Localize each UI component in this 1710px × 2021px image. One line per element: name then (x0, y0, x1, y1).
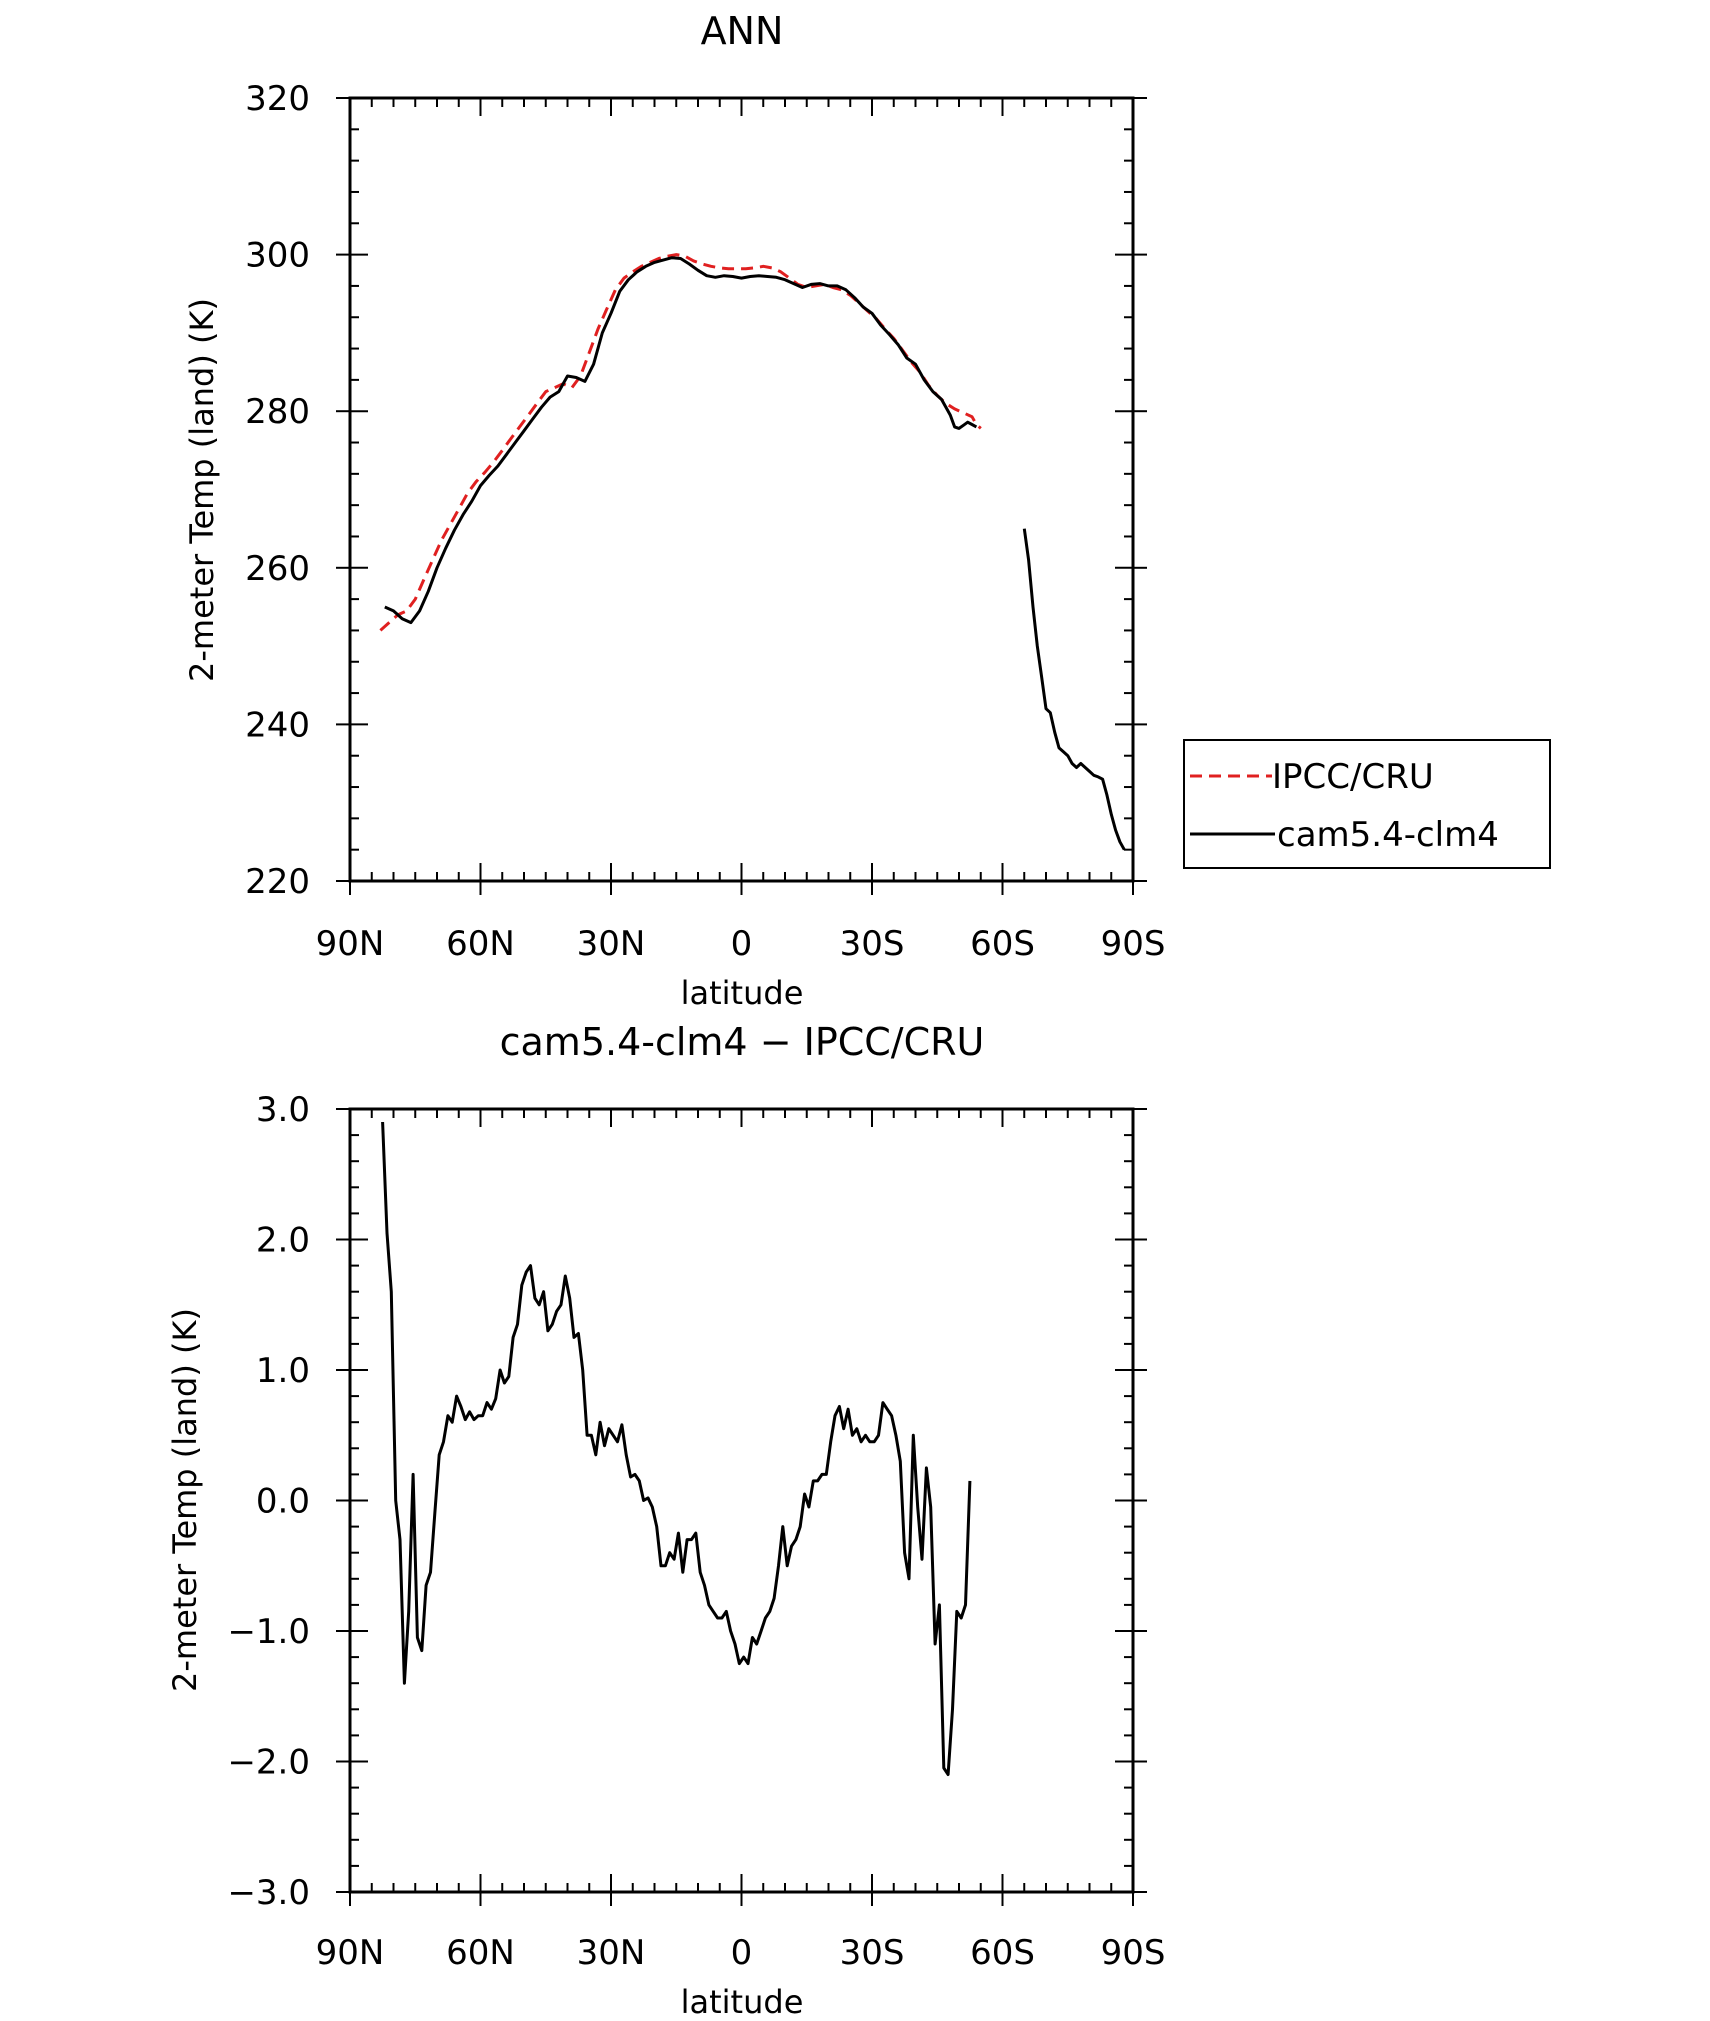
top-legend: IPCC/CRU cam5.4-clm4 (1183, 739, 1551, 869)
top-plot-area (336, 96, 1147, 895)
legend-box (1183, 739, 1551, 869)
bottom-y-tick-label: 3.0 (256, 1090, 310, 1130)
top-y-ticks (336, 97, 1147, 882)
top-x-axis-label: latitude (681, 974, 804, 1012)
bottom-plot-area (336, 1107, 1147, 1906)
cam5-4-clm4-line (1022, 528, 1126, 851)
bottom-x-axis-label: latitude (681, 1983, 804, 2021)
top-x-tick-label: 30S (840, 924, 905, 964)
top-x-tick-label: 60N (446, 924, 515, 964)
bottom-y-tick-labels: −3.0 −2.0 −1.0 0.0 1.0 2.0 3.0 (227, 1090, 310, 1913)
bottom-x-tick-label: 90S (1101, 1933, 1166, 1973)
bottom-plot-frame (348, 1107, 1135, 1894)
bottom-title: cam5.4-clm4 − IPCC/CRU (500, 1020, 985, 1064)
top-y-tick-label: 240 (245, 705, 310, 745)
top-series-layer (379, 253, 1126, 851)
bottom-y-tick-label: 0.0 (256, 1482, 310, 1522)
bottom-y-tick-label: 1.0 (256, 1351, 310, 1391)
top-x-tick-label: 90S (1101, 924, 1166, 964)
bottom-x-ticks (349, 1109, 1134, 1906)
top-x-tick-label: 0 (731, 924, 753, 964)
bottom-y-tick-label: −1.0 (227, 1612, 310, 1652)
top-y-tick-label: 280 (245, 392, 310, 432)
top-y-tick-label: 300 (245, 236, 310, 276)
bottom-y-tick-label: −3.0 (227, 1873, 310, 1913)
bottom-y-axis-label: 2-meter Temp (land) (K) (166, 1308, 204, 1692)
top-y-tick-label: 220 (245, 862, 310, 902)
difference-line (381, 1121, 972, 1776)
bottom-x-tick-label: 60N (446, 1933, 515, 1973)
bottom-series-layer (381, 1121, 972, 1776)
bottom-x-tick-label: 30N (577, 1933, 646, 1973)
top-x-tick-label: 60S (970, 924, 1035, 964)
top-panel: ANN 90N 60N 30N 0 30S 60S 90S 220 240 26… (183, 9, 1551, 1012)
top-x-ticks (349, 98, 1134, 895)
cam5-4-clm4-line (384, 256, 978, 625)
top-y-tick-labels: 220 240 260 280 300 320 (245, 79, 310, 902)
bottom-panel: cam5.4-clm4 − IPCC/CRU 90N 60N 30N 0 30S… (166, 1020, 1165, 2021)
bottom-x-tick-labels: 90N 60N 30N 0 30S 60S 90S (316, 1933, 1166, 1973)
top-x-tick-label: 30N (577, 924, 646, 964)
top-plot-frame (348, 96, 1135, 883)
bottom-x-tick-label: 90N (316, 1933, 385, 1973)
bottom-x-tick-label: 60S (970, 1933, 1035, 1973)
bottom-x-tick-label: 30S (840, 1933, 905, 1973)
top-x-tick-labels: 90N 60N 30N 0 30S 60S 90S (316, 924, 1166, 964)
bottom-y-tick-label: −2.0 (227, 1743, 310, 1783)
legend-label-ipcc-cru: IPCC/CRU (1272, 757, 1434, 797)
top-y-tick-label: 320 (245, 79, 310, 119)
bottom-y-tick-label: 2.0 (256, 1221, 310, 1261)
top-x-tick-label: 90N (316, 924, 385, 964)
top-y-axis-label: 2-meter Temp (land) (K) (183, 298, 221, 682)
legend-label-cam5-clm4: cam5.4-clm4 (1277, 815, 1499, 855)
bottom-x-tick-label: 0 (731, 1933, 753, 1973)
bottom-y-ticks (336, 1108, 1147, 1893)
top-title: ANN (701, 9, 784, 53)
ipcc-cru-line (379, 253, 982, 632)
top-y-tick-label: 260 (245, 549, 310, 589)
